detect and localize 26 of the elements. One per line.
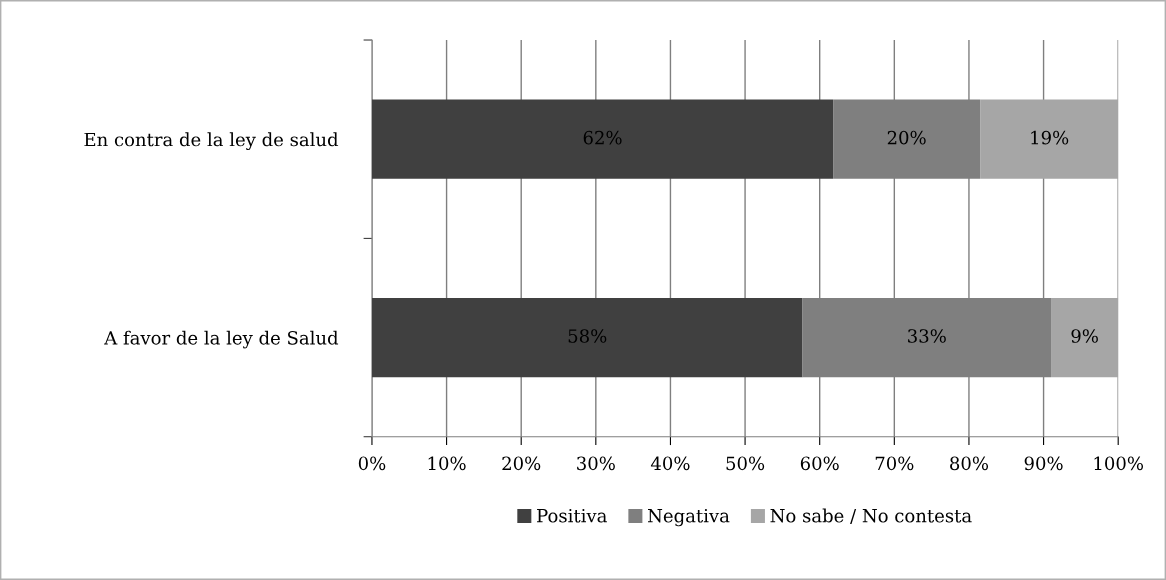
x-tick-label: 50% [726, 456, 765, 471]
x-tick-label: 10% [428, 456, 466, 471]
legend-label: Negativa [648, 508, 730, 527]
data-label: 20% [887, 130, 926, 145]
y-tick-label: En contra de la ley de salud [84, 132, 339, 151]
bar [371, 297, 803, 378]
x-tick-label: 20% [502, 456, 541, 471]
x-tick-label: 80% [950, 456, 989, 471]
y-tick-label: A favor de la ley de Salud [104, 330, 339, 349]
bar [1051, 297, 1119, 378]
data-label: 9% [1071, 329, 1098, 343]
x-tick-label: 30% [577, 456, 615, 471]
data-label: 62% [583, 130, 622, 145]
legend-label: No sabe / No contesta [770, 508, 972, 524]
x-tick-label: 100% [1094, 456, 1144, 471]
legend-label: Positiva [537, 508, 607, 523]
data-label: 33% [908, 329, 946, 343]
data-label: 58% [568, 329, 607, 343]
x-tick-label: 90% [1024, 456, 1063, 471]
data-label: 19% [1031, 130, 1069, 145]
bar [371, 99, 834, 179]
x-tick-label: 60% [800, 456, 839, 471]
x-tick-label: 40% [650, 456, 690, 471]
x-tick-label: 0% [358, 456, 386, 471]
bar [980, 99, 1119, 179]
x-tick-label: 70% [875, 456, 914, 471]
